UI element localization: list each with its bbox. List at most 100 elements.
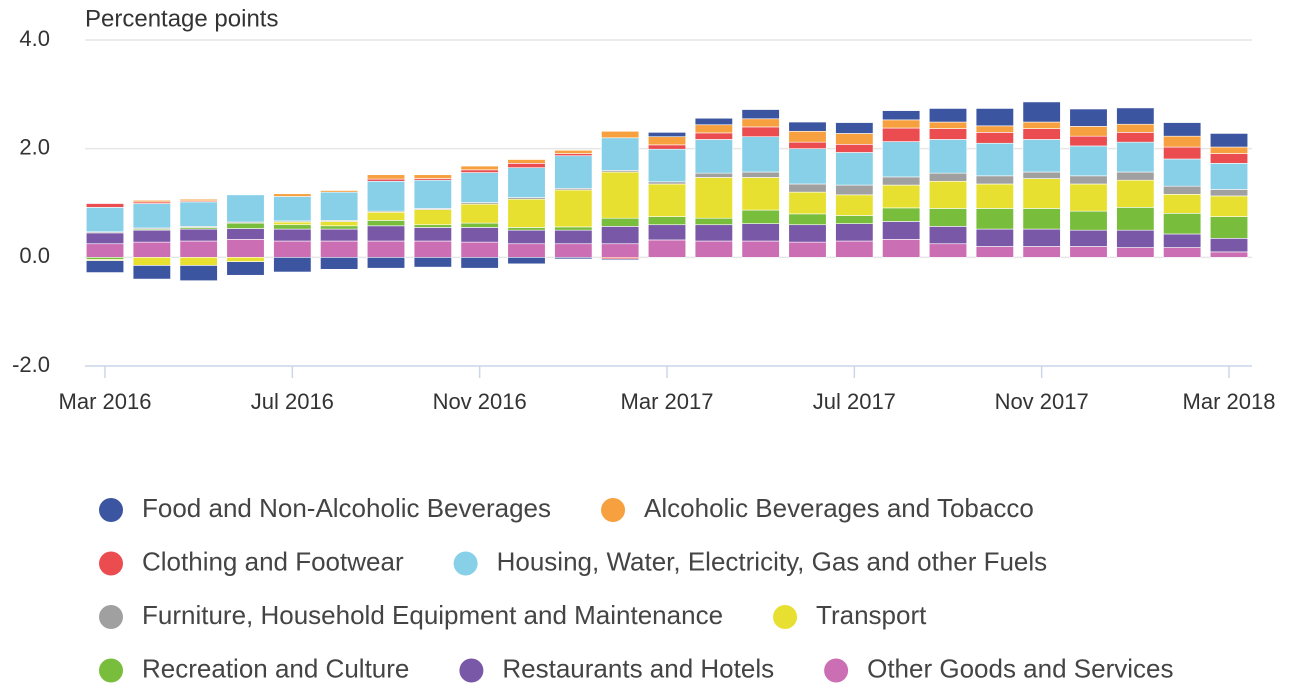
bar-segment (507, 198, 546, 228)
bar-segment (132, 241, 171, 258)
bar-segment (1163, 158, 1202, 187)
legend-label: Transport (816, 600, 927, 630)
bar-segment (1163, 185, 1202, 195)
bar-segment (694, 117, 733, 126)
bar-segment (694, 124, 733, 134)
bar-segment (1069, 145, 1108, 177)
bar-segment (554, 226, 593, 231)
bar-segment (554, 229, 593, 245)
legend-label: Recreation and Culture (142, 653, 409, 683)
bar-segment (413, 209, 452, 226)
bar-segment (1069, 229, 1108, 247)
bar-segment (647, 144, 687, 150)
bar-segment (788, 183, 827, 193)
bar-segment (1022, 246, 1061, 258)
bar-segment (1022, 139, 1061, 173)
bar-segment (975, 246, 1014, 258)
bar-segment (226, 194, 265, 223)
legend-marker (99, 605, 123, 629)
x-tick-label: Nov 2017 (995, 389, 1089, 414)
bar-segment (413, 240, 452, 258)
bar-segment (460, 241, 499, 258)
bar-segment (1209, 189, 1249, 197)
bar-segment (507, 159, 546, 164)
bar-segment (226, 228, 265, 240)
bar-segment (601, 217, 640, 227)
bar-segment (1163, 213, 1202, 235)
bar-segment (320, 190, 359, 193)
y-axis-title: Percentage points (85, 5, 278, 32)
bar-segment (601, 258, 640, 261)
bar-segment (85, 243, 125, 258)
bar-segment (320, 228, 359, 242)
bar-segment (366, 180, 406, 212)
bar-segment (1209, 163, 1249, 190)
bar-segment (928, 139, 968, 174)
bar-segment (601, 243, 640, 258)
bar-segment (226, 222, 265, 229)
bar-segment (1116, 123, 1155, 133)
x-tick-label: Mar 2018 (1183, 389, 1276, 414)
bar-segment (741, 109, 780, 120)
bar-segment (366, 220, 406, 227)
bar-segment (320, 240, 359, 258)
bar-segment (273, 257, 312, 273)
legend-marker (773, 605, 798, 629)
legend-label: Food and Non-Alcoholic Beverages (142, 493, 551, 523)
bar-segment (179, 265, 218, 281)
bar-segment (554, 243, 593, 258)
bar-segment (882, 184, 921, 209)
bar-segment (366, 225, 406, 242)
bar-segment (85, 232, 125, 245)
bar-segment (788, 121, 827, 132)
bar-segment (1022, 208, 1061, 230)
y-tick-label: -2.0 (12, 352, 50, 377)
bar-segment (366, 178, 406, 182)
bar-segment (1116, 229, 1155, 248)
bar-segment (741, 126, 780, 138)
y-tick-label: 4.0 (19, 26, 50, 51)
bar-segment (928, 128, 968, 140)
legend-label: Housing, Water, Electricity, Gas and oth… (497, 546, 1048, 576)
bar-segment (554, 257, 593, 260)
bar-segment (507, 227, 546, 231)
bar-segment (507, 167, 546, 198)
bar-segment (1116, 247, 1155, 258)
bar-segment (1209, 153, 1249, 164)
bar-segment (1022, 128, 1061, 140)
bar-segment (1022, 101, 1061, 123)
bar-segment (788, 241, 827, 258)
bar-segment (507, 163, 546, 168)
bar-segment (413, 224, 452, 228)
bar-segment (1163, 194, 1202, 214)
bar-segment (460, 169, 499, 173)
bar-segment (882, 119, 921, 129)
bar-segment (132, 229, 171, 243)
x-tick-label: Mar 2016 (59, 389, 152, 414)
bar-segment (835, 194, 874, 216)
bar-segment (1116, 179, 1155, 208)
bar-segment (975, 125, 1014, 133)
bar-segment (788, 191, 827, 215)
bar-segment (601, 226, 640, 245)
bar-segment (460, 257, 499, 269)
bar-segment (1209, 133, 1249, 148)
bar-segment (882, 207, 921, 222)
bar-segment (647, 224, 687, 241)
bar-segment (1069, 175, 1108, 185)
bar-segment (882, 221, 921, 240)
bar-segment (1116, 132, 1155, 143)
bar-segment (647, 183, 687, 217)
bar-segment (601, 171, 640, 219)
bar-segment (882, 127, 921, 142)
bar-segment (741, 136, 780, 173)
bar-segment (788, 224, 827, 243)
bar-segment (132, 199, 171, 203)
bar-segment (460, 165, 499, 171)
bar-segment (882, 239, 921, 258)
legend-label: Restaurants and Hotels (502, 653, 774, 683)
bar-segment (85, 207, 125, 233)
bar-segment (273, 224, 312, 230)
bar-segment (1116, 207, 1155, 231)
bar-segment (882, 110, 921, 121)
